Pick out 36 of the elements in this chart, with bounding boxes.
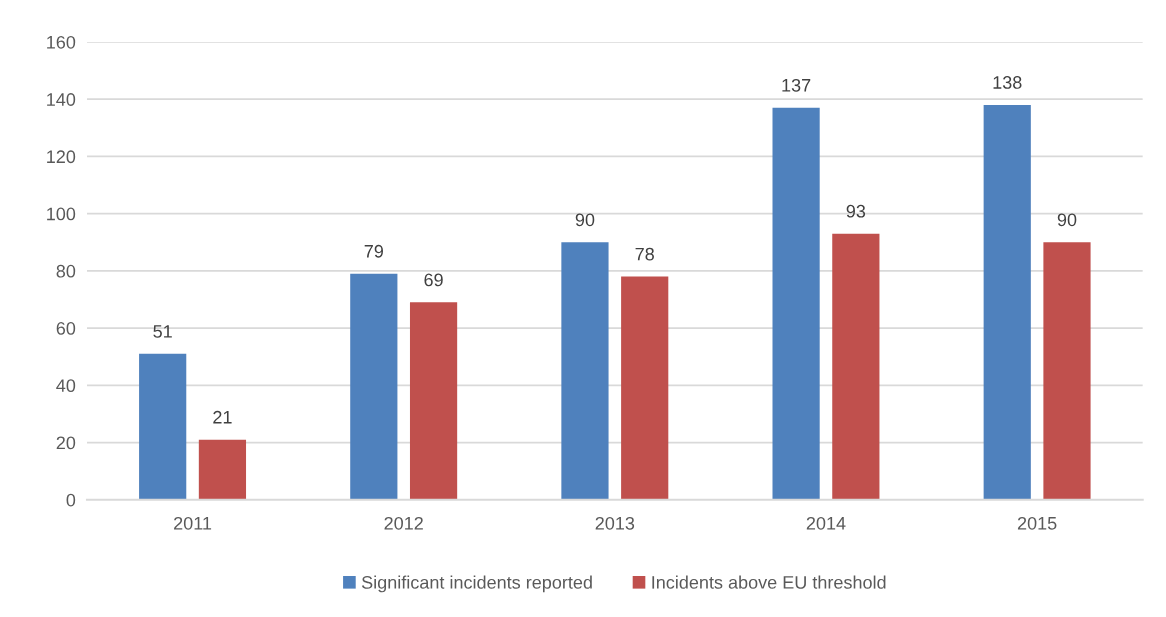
x-tick-label: 2011: [174, 516, 212, 530]
y-tick-label: 60: [56, 322, 76, 335]
y-tick-label: 80: [56, 264, 76, 278]
y-tick-label: 20: [56, 436, 76, 450]
data-label: 90: [575, 213, 595, 227]
bar: [409, 302, 458, 500]
data-label: 78: [635, 247, 654, 261]
y-tick-label: 100: [47, 207, 76, 221]
bar: [772, 107, 820, 500]
x-tick-label: 2014: [806, 516, 846, 530]
x-tick-label: 2012: [384, 516, 423, 530]
y-tick-label: 120: [47, 150, 76, 164]
data-label: 137: [782, 78, 811, 92]
legend-label: Incidents above EU threshold: [652, 575, 886, 589]
bar: [832, 233, 880, 500]
y-tick-label: 40: [56, 379, 76, 393]
bar: [983, 104, 1031, 500]
x-tick-label: 2013: [595, 516, 635, 530]
bar: [1043, 242, 1091, 500]
bar: [350, 273, 398, 500]
y-tick-label: 160: [47, 35, 76, 49]
data-label: 69: [424, 273, 443, 287]
legend-label: Significant incidents reported: [361, 575, 592, 593]
bar: [139, 353, 187, 500]
data-label: 51: [153, 325, 172, 338]
data-label: 93: [846, 204, 866, 218]
y-tick-label: 0: [66, 493, 76, 507]
x-tick-label: 2015: [1017, 516, 1057, 530]
data-label: 21: [213, 410, 232, 424]
bar: [561, 242, 609, 500]
bar: [621, 276, 669, 500]
data-label: 90: [1057, 213, 1077, 227]
bar: [198, 439, 247, 500]
y-tick-label: 140: [47, 93, 76, 106]
data-label: 138: [993, 76, 1022, 89]
data-label: 79: [364, 244, 383, 258]
